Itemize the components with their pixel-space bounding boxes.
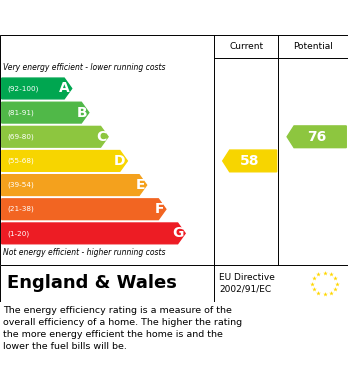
Text: (39-54): (39-54): [7, 182, 34, 188]
Text: (21-38): (21-38): [7, 206, 34, 212]
Text: (92-100): (92-100): [7, 85, 38, 92]
Text: (55-68): (55-68): [7, 158, 34, 164]
Text: (1-20): (1-20): [7, 230, 29, 237]
Text: (81-91): (81-91): [7, 109, 34, 116]
Text: England & Wales: England & Wales: [7, 274, 177, 292]
Text: EU Directive
2002/91/EC: EU Directive 2002/91/EC: [219, 273, 275, 294]
Polygon shape: [223, 150, 277, 172]
Polygon shape: [2, 175, 147, 196]
Polygon shape: [2, 126, 108, 147]
Text: D: D: [114, 154, 126, 168]
Text: A: A: [59, 81, 70, 95]
Text: F: F: [155, 202, 164, 216]
Text: Potential: Potential: [293, 42, 333, 51]
Polygon shape: [2, 223, 185, 244]
Text: Not energy efficient - higher running costs: Not energy efficient - higher running co…: [3, 248, 166, 257]
Polygon shape: [2, 78, 72, 99]
Text: Current: Current: [229, 42, 263, 51]
Text: B: B: [77, 106, 87, 120]
Text: 76: 76: [307, 130, 326, 144]
Polygon shape: [2, 199, 166, 220]
Text: E: E: [135, 178, 145, 192]
Text: G: G: [172, 226, 183, 240]
Text: (69-80): (69-80): [7, 133, 34, 140]
Text: The energy efficiency rating is a measure of the
overall efficiency of a home. T: The energy efficiency rating is a measur…: [3, 307, 243, 351]
Text: Energy Efficiency Rating: Energy Efficiency Rating: [10, 9, 239, 27]
Polygon shape: [287, 126, 346, 148]
Text: Very energy efficient - lower running costs: Very energy efficient - lower running co…: [3, 63, 166, 72]
Polygon shape: [2, 102, 89, 123]
Text: C: C: [96, 130, 106, 144]
Text: 58: 58: [240, 154, 260, 168]
Polygon shape: [2, 151, 127, 171]
